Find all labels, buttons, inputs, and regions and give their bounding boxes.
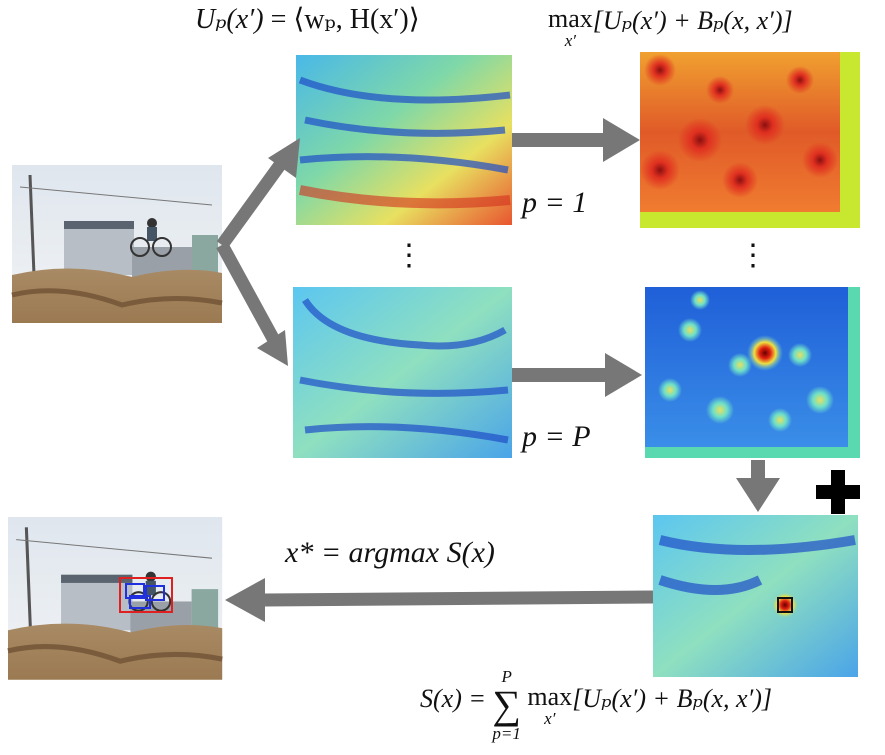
formula-lhs: Uₚ(x′) [195, 4, 264, 35]
max-op: max [527, 684, 572, 710]
response-map-1 [640, 52, 860, 228]
part-label: p = 1 [522, 186, 587, 220]
score-map [653, 515, 858, 677]
input-image [12, 165, 222, 323]
part-label: p = P [522, 420, 591, 454]
diagram: Uₚ(x′) = ⟨wₚ, H(x′)⟩ maxx′[Uₚ(x′) + Bₚ(x… [0, 0, 885, 755]
unary-map-1 [296, 55, 512, 225]
max-sub: x′ [544, 710, 555, 727]
max-sub: x′ [565, 32, 576, 49]
argmax-formula: x* = argmax S(x) [285, 536, 495, 570]
ellipsis: ⋮ [394, 238, 424, 273]
response-map-p [645, 287, 860, 458]
max-op: max [548, 6, 593, 32]
sum-lhs: S(x) = [420, 684, 486, 713]
formula-rhs: = ⟨wₚ, H(x′)⟩ [271, 4, 420, 35]
max-body: [Uₚ(x′) + Bₚ(x, x′)] [572, 684, 772, 713]
max-body: [Uₚ(x′) + Bₚ(x, x′)] [593, 6, 793, 35]
plus-icon [816, 470, 860, 514]
output-image [8, 517, 222, 680]
unary-formula: Uₚ(x′) = ⟨wₚ, H(x′)⟩ [195, 2, 420, 36]
sum-symbol: ∑ [492, 685, 521, 725]
graphics [0, 0, 885, 755]
sum-lower: p=1 [492, 725, 520, 742]
ellipsis: ⋮ [738, 238, 768, 273]
unary-map-p [293, 287, 512, 458]
